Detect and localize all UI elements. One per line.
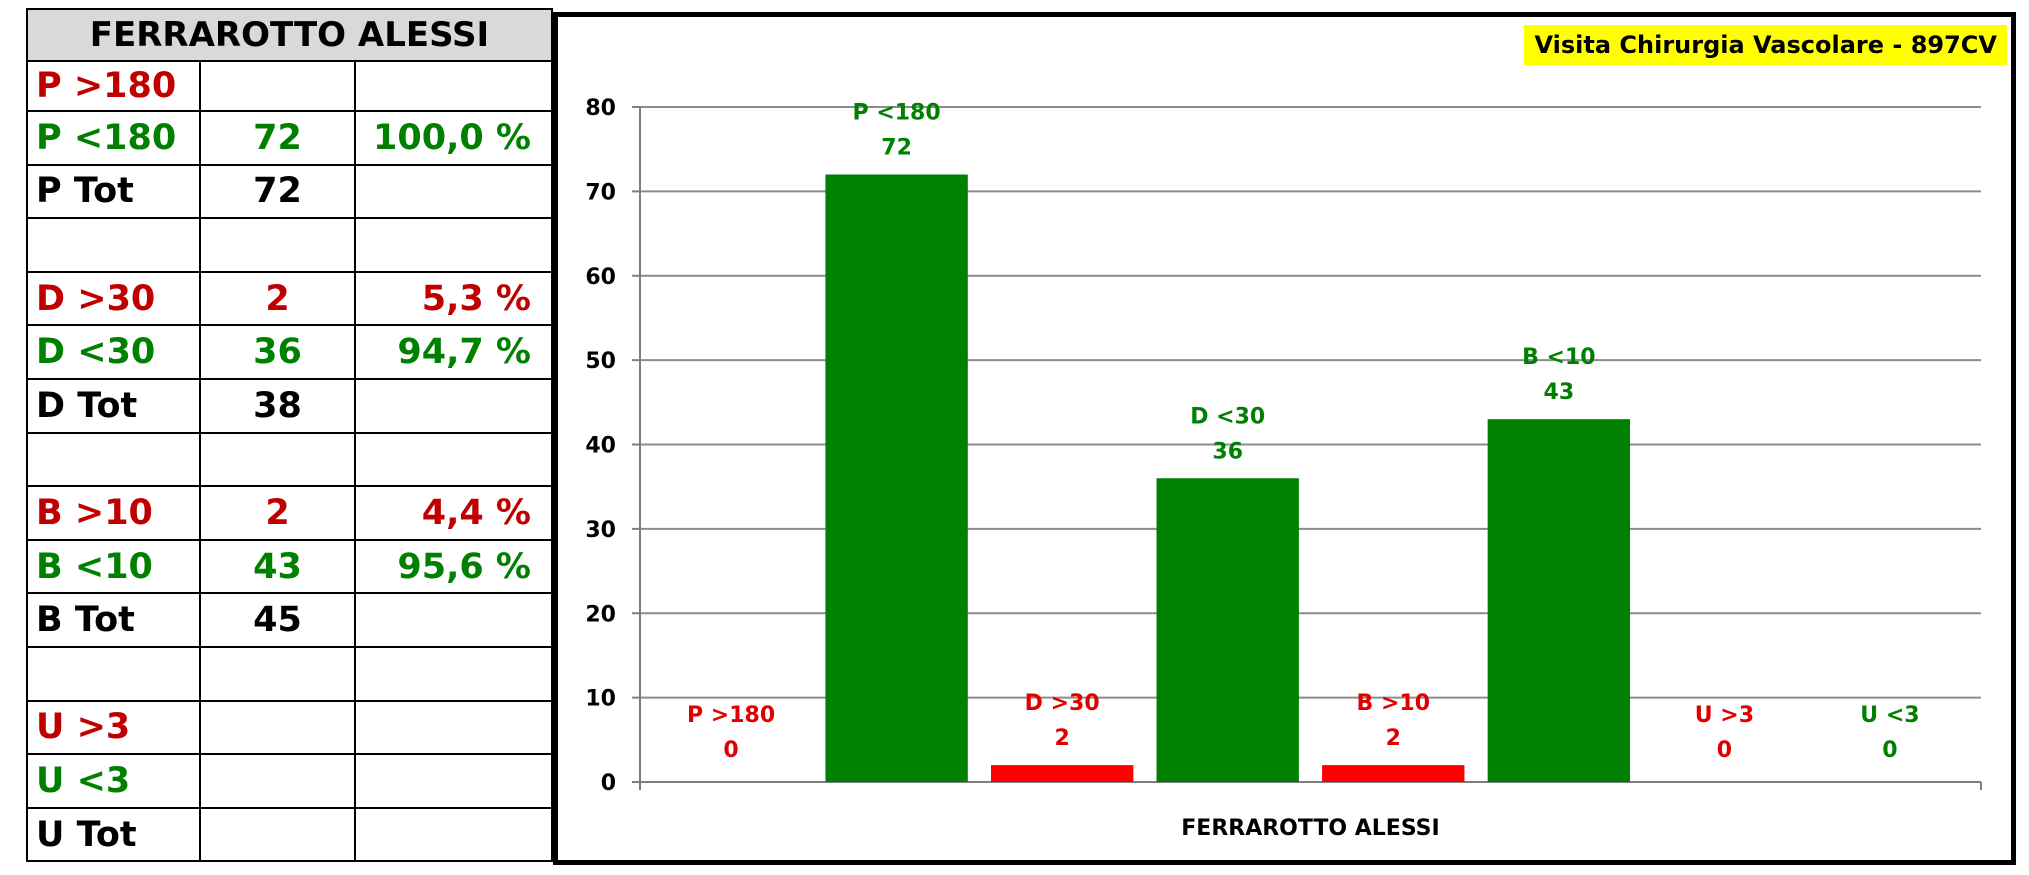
bar: [990, 765, 1134, 782]
row-percent: [354, 753, 553, 809]
row-label: B <10: [26, 538, 201, 595]
row-label: D >30: [26, 270, 201, 327]
row-value: [199, 645, 356, 702]
chart-title-badge: Visita Chirurgia Vascolare - 897CV: [1524, 25, 2007, 65]
y-tick-label: 20: [585, 602, 616, 627]
table-row: P <180 72 100,0 %: [26, 110, 553, 166]
data-label-value: 36: [1212, 439, 1243, 464]
table-row: B Tot 45: [26, 592, 553, 648]
chart-panel: Visita Chirurgia Vascolare - 897CV 0 10 20…: [553, 12, 2016, 865]
data-label-category: U >3: [1695, 703, 1754, 728]
row-value: 2: [199, 270, 356, 327]
row-percent: 100,0 %: [354, 110, 553, 166]
row-percent: [354, 699, 553, 756]
x-axis-label: FERRAROTTO ALESSI: [1181, 816, 1439, 841]
data-label-value: 0: [1717, 738, 1732, 763]
row-value: 38: [199, 377, 356, 434]
row-percent: [354, 431, 553, 488]
y-tick-label: 0: [601, 771, 616, 796]
table-body: P >180 P <180 72 100,0 % P Tot 72 D >30 2 5,3 % D…: [26, 60, 553, 863]
data-label-category: P >180: [687, 703, 775, 728]
row-label: [26, 217, 201, 273]
row-percent: 95,6 %: [354, 538, 553, 595]
data-label-value: 43: [1544, 380, 1575, 405]
table-row: [26, 217, 553, 273]
row-value: 2: [199, 485, 356, 541]
bar: [1156, 478, 1299, 782]
row-value: [199, 753, 356, 809]
table-row: P >180: [26, 60, 553, 112]
data-label-category: U <3: [1860, 703, 1919, 728]
row-percent: [354, 60, 553, 112]
y-tick-label: 60: [585, 265, 616, 290]
data-label-value: 72: [881, 136, 912, 161]
table-row: U Tot: [26, 806, 553, 863]
row-label: U >3: [26, 699, 201, 756]
row-percent: [354, 806, 553, 863]
row-percent: [354, 592, 553, 648]
table-title: FERRAROTTO ALESSI: [26, 8, 553, 62]
row-percent: [354, 377, 553, 434]
row-label: U <3: [26, 753, 201, 809]
row-value: [199, 431, 356, 488]
table-row: [26, 645, 553, 702]
y-tick-label: 50: [585, 349, 616, 374]
table-row: D >30 2 5,3 %: [26, 270, 553, 327]
table-row: U >3: [26, 699, 553, 756]
table-row: [26, 431, 553, 488]
table-row: B <10 43 95,6 %: [26, 538, 553, 595]
row-value: 72: [199, 163, 356, 220]
row-percent: 4,4 %: [354, 485, 553, 541]
row-value: 72: [199, 110, 356, 166]
row-value: [199, 217, 356, 273]
data-label-value: 2: [1386, 726, 1401, 751]
data-label-category: P <180: [853, 101, 941, 126]
row-percent: 94,7 %: [354, 324, 553, 380]
table-row: D Tot 38: [26, 377, 553, 434]
y-tick-label: 40: [585, 434, 616, 459]
table-row: P Tot 72: [26, 163, 553, 220]
data-label-category: D >30: [1025, 691, 1100, 716]
row-label: B Tot: [26, 592, 201, 648]
data-label-value: 2: [1055, 726, 1070, 751]
bar: [825, 174, 968, 782]
row-percent: [354, 217, 553, 273]
data-label-category: D <30: [1190, 404, 1265, 429]
row-percent: [354, 645, 553, 702]
row-value: 45: [199, 592, 356, 648]
bar: [1487, 419, 1631, 782]
row-percent: [354, 163, 553, 220]
row-label: [26, 431, 201, 488]
row-value: [199, 60, 356, 112]
row-label: D Tot: [26, 377, 201, 434]
row-label: [26, 645, 201, 702]
row-label: P <180: [26, 110, 201, 166]
y-tick-label: 30: [585, 518, 616, 543]
row-value: [199, 806, 356, 863]
table-row: U <3: [26, 753, 553, 809]
stats-table: FERRAROTTO ALESSI P >180 P <180 72 100,0 % P…: [26, 8, 553, 863]
row-value: 43: [199, 538, 356, 595]
y-tick-label: 70: [585, 180, 616, 205]
row-percent: 5,3 %: [354, 270, 553, 327]
row-value: [199, 699, 356, 756]
row-label: U Tot: [26, 806, 201, 863]
y-tick-label: 80: [585, 96, 616, 121]
data-label-category: B >10: [1357, 691, 1430, 716]
row-label: P Tot: [26, 163, 201, 220]
row-label: B >10: [26, 485, 201, 541]
data-label-value: 0: [723, 738, 738, 763]
row-value: 36: [199, 324, 356, 380]
table-row: B >10 2 4,4 %: [26, 485, 553, 541]
row-label: D <30: [26, 324, 201, 380]
data-label-value: 0: [1882, 738, 1897, 763]
table-header-row: FERRAROTTO ALESSI: [26, 8, 553, 62]
y-tick-label: 10: [585, 687, 616, 712]
table-row: D <30 36 94,7 %: [26, 324, 553, 380]
bar: [1322, 765, 1465, 782]
row-label: P >180: [26, 60, 201, 112]
data-label-category: B <10: [1522, 345, 1595, 370]
